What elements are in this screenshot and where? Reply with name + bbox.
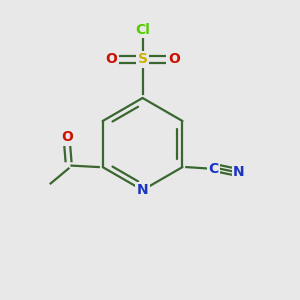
Text: C: C [208, 162, 219, 176]
Text: N: N [137, 183, 148, 197]
Text: O: O [61, 130, 73, 144]
Text: O: O [105, 52, 117, 66]
Text: S: S [138, 52, 148, 66]
Text: O: O [168, 52, 180, 66]
Text: Cl: Cl [135, 22, 150, 37]
Text: N: N [233, 164, 245, 178]
